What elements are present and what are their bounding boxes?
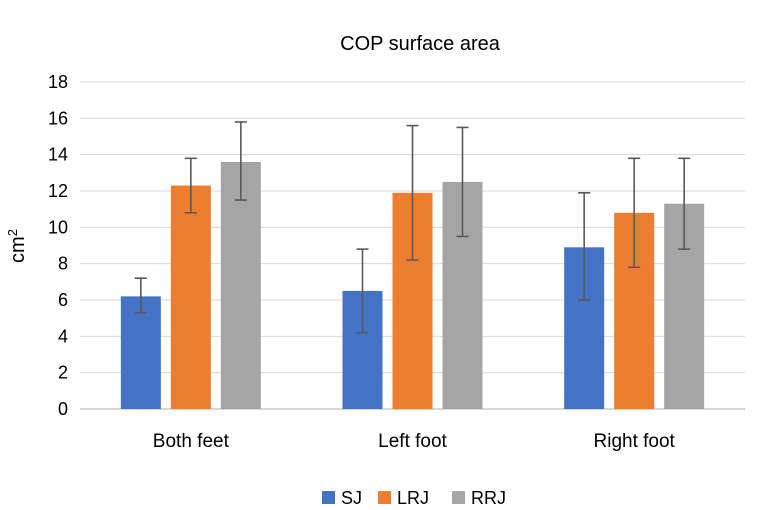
category-label: Both feet: [153, 431, 230, 452]
legend-swatch: [378, 491, 391, 504]
bars: [120, 161, 705, 409]
y-tick-label: 16: [48, 108, 68, 128]
category-label: Left foot: [378, 431, 447, 452]
error-bars: [134, 121, 691, 334]
y-axis-label-base: cm: [7, 236, 29, 263]
error-bar-lrj-1: [406, 124, 419, 261]
y-tick-label: 10: [48, 217, 68, 237]
error-bar-sj-1: [356, 248, 369, 334]
error-bar-rrj-0: [234, 121, 247, 201]
y-axis-ticks: 0 2 4 6 8 10 12 14 16 18: [48, 72, 68, 419]
legend: SJ LRJ RRJ: [322, 488, 506, 508]
error-bar-lrj-0: [184, 157, 197, 214]
legend-label: LRJ: [397, 488, 429, 508]
y-tick-label: 14: [48, 145, 68, 165]
y-tick-label: 6: [58, 290, 68, 310]
chart-title: COP surface area: [340, 33, 501, 55]
category-labels: Both feet Left foot Right foot: [153, 431, 676, 452]
legend-item-rrj: RRJ: [452, 488, 506, 508]
bar-sj-0: [120, 296, 161, 409]
y-axis-label: cm2: [5, 229, 29, 263]
y-tick-label: 4: [58, 326, 68, 346]
bar-rrj-0: [220, 161, 261, 409]
error-bar-lrj-2: [628, 157, 641, 269]
bar-lrj-0: [170, 185, 211, 409]
error-bar-sj-0: [134, 277, 147, 314]
error-bar-sj-2: [578, 192, 591, 301]
error-bar-rrj-1: [456, 126, 469, 238]
legend-item-lrj: LRJ: [378, 488, 429, 508]
y-axis-label-superscript: 2: [5, 229, 20, 236]
y-tick-label: 18: [48, 72, 68, 92]
legend-item-sj: SJ: [322, 488, 362, 508]
category-label: Right foot: [594, 431, 676, 452]
y-tick-label: 8: [58, 254, 68, 274]
error-bar-rrj-2: [678, 157, 691, 250]
y-tick-label: 0: [58, 399, 68, 419]
legend-swatch: [452, 491, 465, 504]
legend-label: SJ: [341, 488, 362, 508]
legend-label: RRJ: [471, 488, 506, 508]
y-tick-label: 2: [58, 363, 68, 383]
y-tick-label: 12: [48, 181, 68, 201]
legend-swatch: [322, 491, 335, 504]
